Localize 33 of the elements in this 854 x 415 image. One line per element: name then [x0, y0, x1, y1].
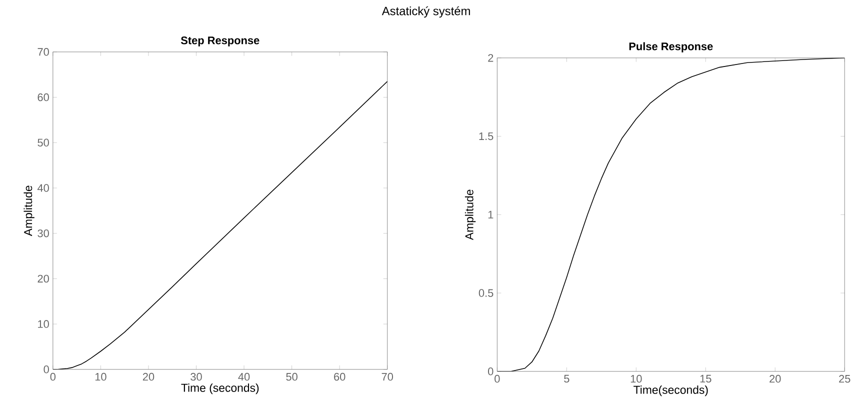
- y-tick-label: 0.5: [478, 288, 494, 297]
- x-tick-label: 50: [286, 372, 298, 380]
- x-tick-label: 10: [630, 374, 642, 382]
- x-tick-label: 60: [334, 372, 346, 380]
- chart-title: Pulse Response: [629, 42, 713, 52]
- text: Astatický systém: [382, 6, 470, 18]
- x-tick-label: 40: [238, 372, 250, 380]
- x-tick-label: 25: [839, 374, 850, 382]
- y-tick-label: 20: [38, 274, 49, 282]
- y-tick-label: 70: [38, 48, 49, 56]
- y-tick-label: 2: [488, 54, 494, 62]
- chart-title: Step Response: [180, 36, 260, 46]
- x-tick-label: 0: [494, 374, 500, 382]
- x-tick-label: 70: [382, 372, 394, 380]
- y-tick-label: 10: [38, 320, 49, 328]
- x-tick-label: 20: [770, 374, 781, 382]
- x-tick-label: 30: [190, 372, 202, 380]
- y-tick-label: 1.5: [479, 132, 494, 140]
- y-tick-label: 0: [44, 365, 49, 374]
- y-tick-label: 1: [488, 210, 494, 218]
- x-tick-label: 5: [564, 374, 570, 382]
- x-tick-label: 20: [142, 372, 154, 380]
- y-tick-label: 50: [38, 138, 49, 146]
- y-tick-label: 40: [37, 184, 49, 192]
- x-tick-label: 10: [95, 372, 106, 380]
- x-axis-title: Time (seconds): [181, 383, 259, 394]
- x-tick-label: 0: [50, 372, 56, 380]
- y-axis-title: Amplitude: [24, 186, 34, 236]
- y-tick-label: 60: [38, 93, 49, 101]
- y-tick-label: 30: [38, 229, 49, 238]
- y-axis-title: Amplitude: [464, 190, 476, 240]
- x-tick-label: 15: [700, 374, 712, 382]
- x-axis-title: Time(seconds): [634, 385, 708, 396]
